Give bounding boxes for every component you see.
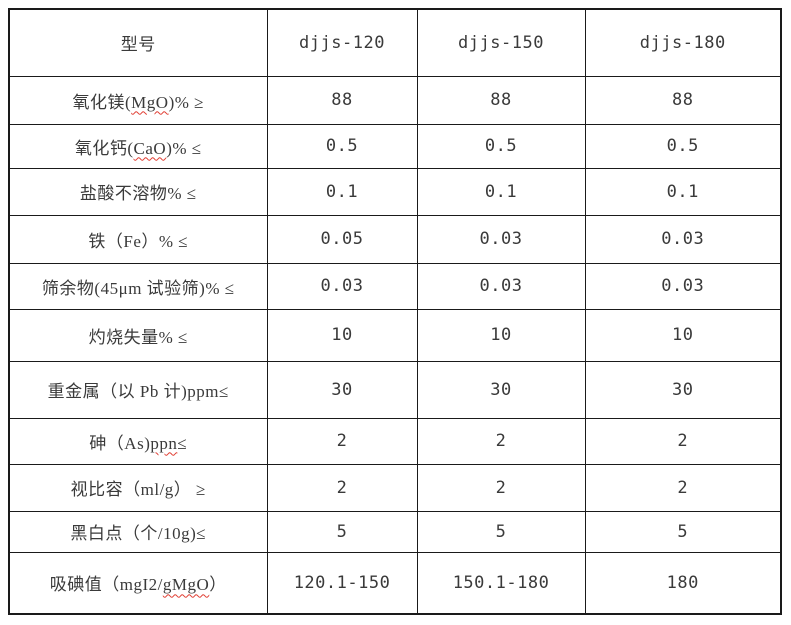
spec-value: 10 — [584, 308, 782, 362]
spec-value: 30 — [266, 360, 418, 419]
spec-value: 150.1-180 — [416, 551, 586, 615]
spec-value: 10 — [266, 308, 418, 362]
spec-value: 0.5 — [584, 123, 782, 169]
spec-label: 黑白点（个/10g)≤ — [8, 510, 268, 553]
spec-table: 型号 djjs-120 djjs-150 djjs-180 氧化镁(MgO)% … — [8, 8, 782, 615]
table-row-cao: 氧化钙(CaO)% ≤ 0.5 0.5 0.5 — [8, 123, 782, 169]
spec-label-text: ） — [209, 575, 227, 595]
table-row-sieve-residue: 筛余物(45μm 试验筛)% ≤ 0.03 0.03 0.03 — [8, 262, 782, 310]
spec-label-text: 氧化镁( — [72, 92, 132, 112]
table-row-fe: 铁（Fe）% ≤ 0.05 0.03 0.03 — [8, 214, 782, 264]
spec-value: 5 — [416, 510, 586, 553]
spec-label: 重金属（以 Pb 计)ppm≤ — [8, 360, 268, 419]
spec-label-text: 视比容（ml/g） ≥ — [70, 480, 206, 499]
spec-value: 0.1 — [416, 167, 586, 216]
spec-label-text: 铁（Fe）% ≤ — [88, 231, 189, 251]
spec-label-text: 灼烧失量% ≤ — [88, 327, 188, 347]
spec-label: 视比容（ml/g） ≥ — [8, 463, 268, 512]
table-row-apparent-volume: 视比容（ml/g） ≥ 2 2 2 — [8, 463, 782, 512]
spec-label: 盐酸不溶物% ≤ — [8, 167, 268, 216]
spec-label-text: 氧化钙( — [74, 138, 134, 158]
spec-value: 5 — [584, 510, 782, 553]
table-row-hcl-insoluble: 盐酸不溶物% ≤ 0.1 0.1 0.1 — [8, 167, 782, 216]
spec-label-text: 筛余物(45μm 试验筛)% ≤ — [41, 278, 235, 298]
spec-label-text: 重金属（以 Pb 计)ppm≤ — [47, 382, 229, 401]
spec-value: 120.1-150 — [266, 551, 418, 615]
spellcheck-squiggle: MgO — [131, 92, 169, 112]
spec-value: 0.1 — [584, 167, 782, 216]
spec-value: 2 — [416, 417, 586, 465]
spec-label-text: ≤ — [177, 433, 188, 453]
table-row-ignition-loss: 灼烧失量% ≤ 10 10 10 — [8, 308, 782, 362]
spec-label: 砷（As)ppn≤ — [8, 417, 268, 465]
spec-label: 氧化钙(CaO)% ≤ — [8, 123, 268, 169]
table-row-as: 砷（As)ppn≤ 2 2 2 — [8, 417, 782, 465]
spec-label: 灼烧失量% ≤ — [8, 308, 268, 362]
spec-value: 88 — [416, 75, 586, 125]
spec-value: 2 — [416, 463, 586, 512]
spec-value: 10 — [416, 308, 586, 362]
spec-label: 铁（Fe）% ≤ — [8, 214, 268, 264]
table-row-iodine-absorption: 吸碘值（mgI2/gMgO） 120.1-150 150.1-180 180 — [8, 551, 782, 615]
spellcheck-squiggle: ppn — [150, 433, 178, 453]
spec-value: 30 — [584, 360, 782, 419]
spec-label-text: )% ≤ — [166, 138, 202, 158]
spec-value: 0.03 — [416, 262, 586, 310]
spec-value: 0.03 — [266, 262, 418, 310]
spec-value: 0.03 — [584, 214, 782, 264]
table-row-mgo: 氧化镁(MgO)% ≥ 88 88 88 — [8, 75, 782, 125]
spec-label-text: 吸碘值（mgI2/ — [49, 575, 163, 595]
spec-value: 30 — [416, 360, 586, 419]
spec-label: 筛余物(45μm 试验筛)% ≤ — [8, 262, 268, 310]
spec-value: 2 — [584, 417, 782, 465]
spec-label-text: 黑白点（个/10g)≤ — [70, 524, 207, 543]
spec-label-text: 砷（As) — [89, 433, 151, 453]
spec-value: 2 — [584, 463, 782, 512]
spec-label-text: 盐酸不溶物% ≤ — [79, 184, 197, 203]
table-row-black-white-spots: 黑白点（个/10g)≤ 5 5 5 — [8, 510, 782, 553]
header-row: 型号 djjs-120 djjs-150 djjs-180 — [8, 8, 782, 77]
spec-value: 0.5 — [416, 123, 586, 169]
table-row-heavy-metals: 重金属（以 Pb 计)ppm≤ 30 30 30 — [8, 360, 782, 419]
header-model-label: 型号 — [8, 8, 268, 77]
spellcheck-squiggle: gMgO — [162, 575, 210, 595]
spec-label-text: )% ≥ — [168, 92, 204, 112]
header-column-djjs-150: djjs-150 — [416, 8, 586, 77]
spec-value: 88 — [266, 75, 418, 125]
spellcheck-squiggle: CaO — [133, 138, 167, 158]
spec-label: 吸碘值（mgI2/gMgO） — [8, 551, 268, 615]
spec-label: 氧化镁(MgO)% ≥ — [8, 75, 268, 125]
spec-value: 0.03 — [584, 262, 782, 310]
spec-value: 0.5 — [266, 123, 418, 169]
spec-value: 2 — [266, 417, 418, 465]
spec-value: 2 — [266, 463, 418, 512]
header-column-djjs-120: djjs-120 — [266, 8, 418, 77]
spec-value: 0.1 — [266, 167, 418, 216]
spec-value: 88 — [584, 75, 782, 125]
spec-value: 0.03 — [416, 214, 586, 264]
spec-value: 180 — [584, 551, 782, 615]
spec-value: 0.05 — [266, 214, 418, 264]
header-column-djjs-180: djjs-180 — [584, 8, 782, 77]
spec-value: 5 — [266, 510, 418, 553]
